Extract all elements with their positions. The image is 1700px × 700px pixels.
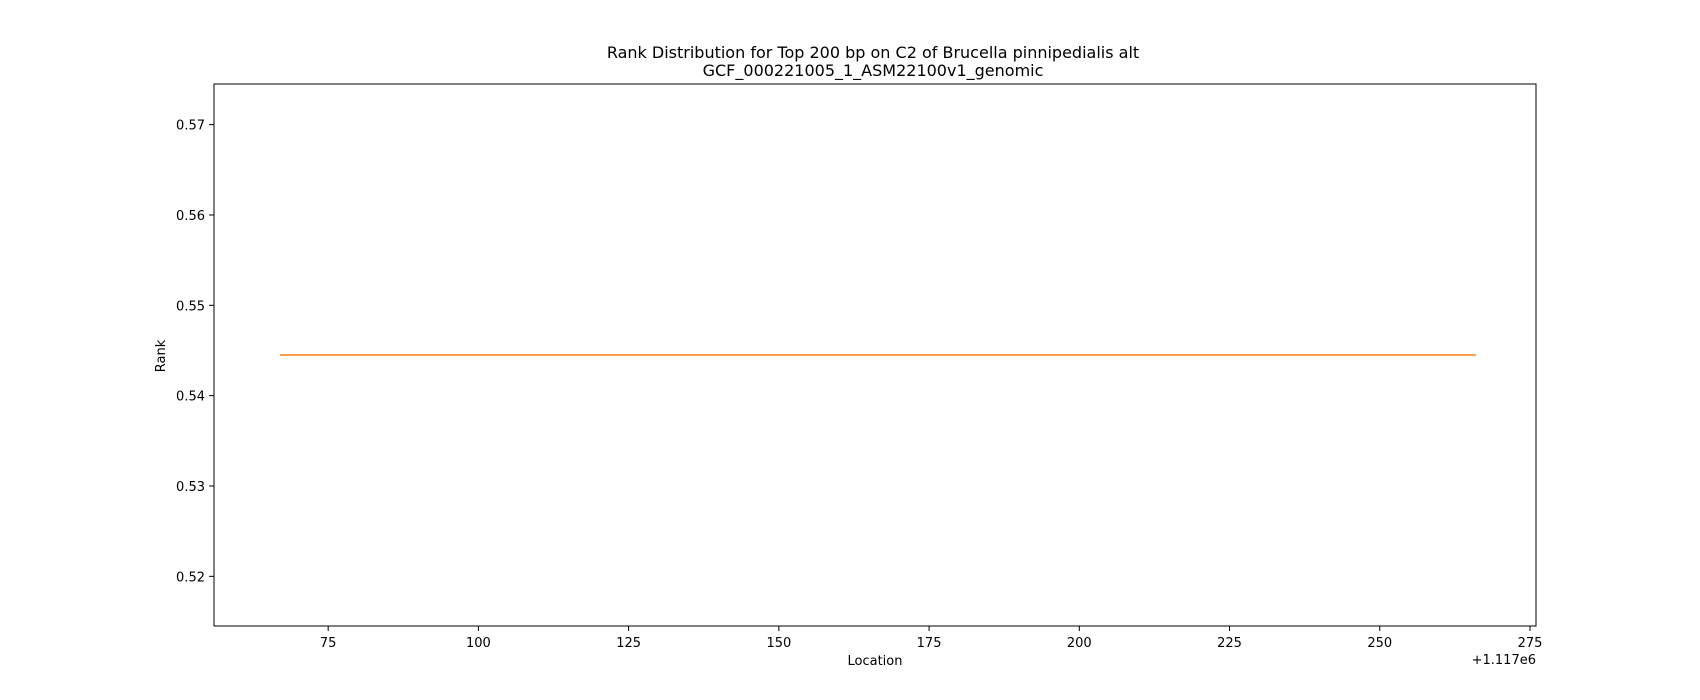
y-tick-label: 0.53 — [176, 480, 205, 495]
x-axis-offset-label: +1.117e6 — [1472, 653, 1536, 668]
chart-subtitle: GCF_000221005_1_ASM22100v1_genomic — [703, 61, 1044, 81]
x-tick-label: 75 — [320, 636, 337, 651]
y-tick-label: 0.56 — [176, 209, 205, 224]
x-axis: 75 100 125 150 175 200 225 250 275 — [320, 626, 1543, 651]
x-axis-label: Location — [848, 654, 903, 669]
x-tick-label: 100 — [466, 636, 491, 651]
plot-frame — [213, 83, 1537, 627]
x-tick-label: 275 — [1518, 636, 1543, 651]
chart-title: Rank Distribution for Top 200 bp on C2 o… — [607, 43, 1139, 62]
x-tick-label: 250 — [1367, 636, 1392, 651]
x-tick-label: 125 — [616, 636, 641, 651]
y-axis-label: Rank — [154, 339, 169, 372]
y-tick-label: 0.52 — [176, 570, 205, 585]
x-tick-label: 225 — [1217, 636, 1242, 651]
y-tick-label: 0.55 — [176, 299, 205, 314]
x-tick-label: 200 — [1067, 636, 1092, 651]
y-axis: 0.52 0.53 0.54 0.55 0.56 0.57 — [176, 119, 214, 585]
y-tick-label: 0.54 — [176, 390, 205, 405]
x-tick-label: 150 — [766, 636, 791, 651]
y-tick-label: 0.57 — [176, 119, 205, 134]
x-tick-label: 175 — [917, 636, 942, 651]
